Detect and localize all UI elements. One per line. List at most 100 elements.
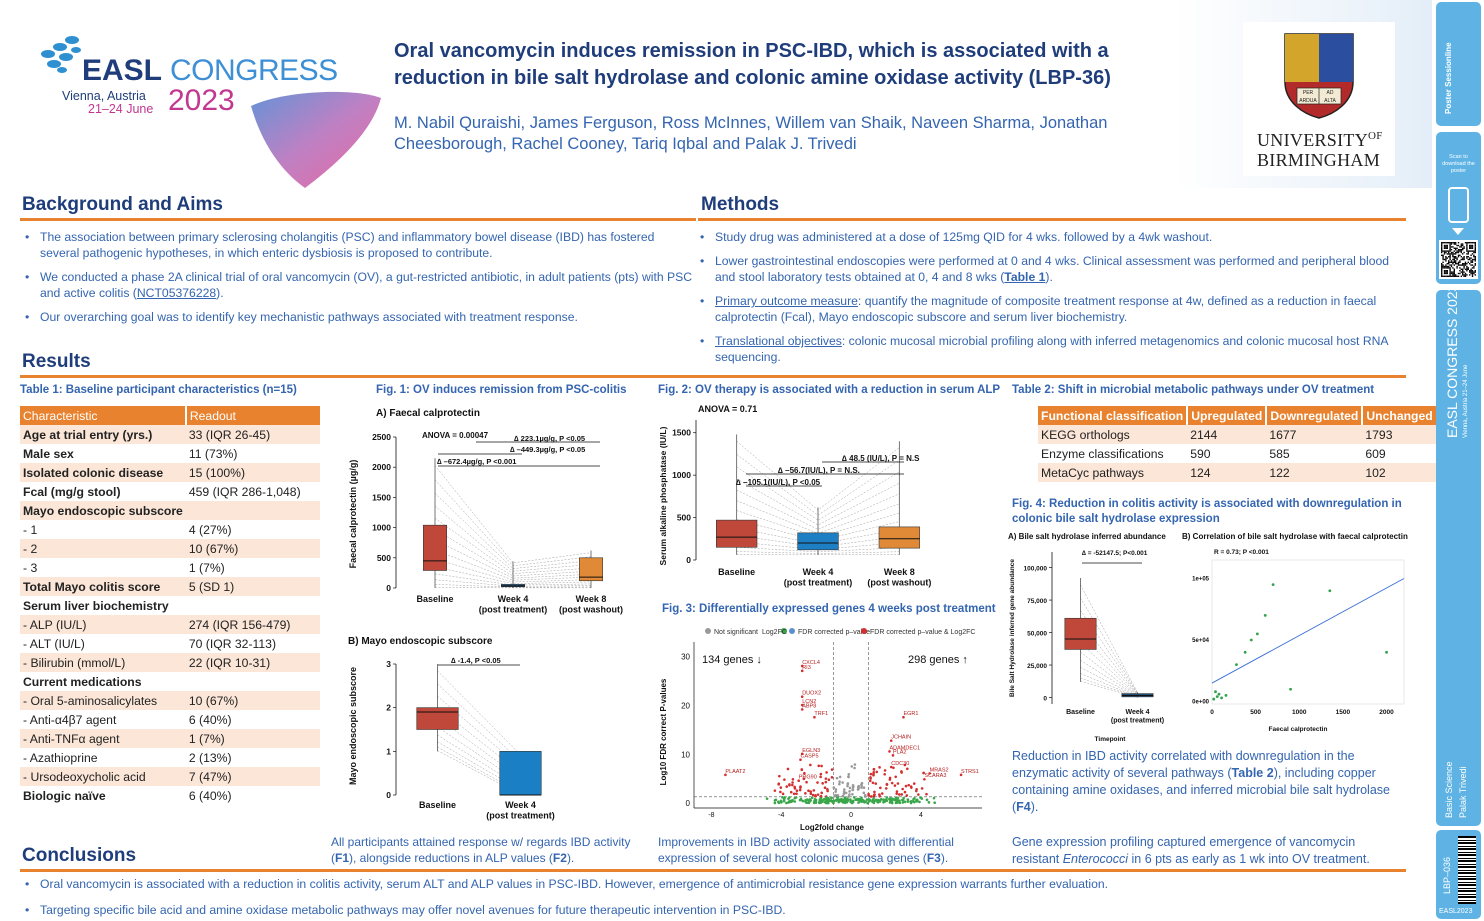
qr-module bbox=[1441, 265, 1443, 268]
fig1-caption-ref2: F2 bbox=[552, 851, 567, 865]
gene-label: LCN2 bbox=[802, 699, 816, 705]
table1-link[interactable]: Table 1 bbox=[1004, 270, 1046, 284]
qr-module bbox=[1450, 260, 1453, 262]
y-tick-label: 0 bbox=[686, 555, 691, 565]
qr-module bbox=[1445, 265, 1447, 268]
fig3-down-count: 134 genes ↓ bbox=[702, 654, 762, 666]
gene-point bbox=[805, 780, 808, 784]
gene-point bbox=[872, 793, 876, 797]
qr-module bbox=[1470, 272, 1472, 275]
gene-point bbox=[791, 777, 795, 781]
subject-line bbox=[434, 465, 592, 564]
qr-module bbox=[1474, 251, 1476, 254]
logo-city: Vienna, Austria bbox=[62, 89, 146, 103]
qr-module bbox=[1459, 250, 1461, 252]
gene-point bbox=[892, 766, 895, 770]
qr-module bbox=[1470, 242, 1472, 244]
qr-module bbox=[1452, 274, 1454, 276]
qr-module bbox=[1470, 246, 1472, 248]
gene-point bbox=[835, 776, 839, 780]
qr-module bbox=[1452, 246, 1454, 248]
y-tick-label: 2 bbox=[386, 703, 391, 713]
table2-body: KEGG orthologs 2144 1677 1793 Enzyme classif… bbox=[1038, 425, 1436, 482]
legend-fdr: FDR corrected p–value bbox=[798, 629, 870, 636]
methods-text-2-end: ). bbox=[1045, 270, 1053, 284]
data-point bbox=[1235, 663, 1238, 667]
qr-module bbox=[1441, 254, 1443, 256]
gene-label: RI3 bbox=[802, 665, 811, 671]
table-row: - Ursodeoxycholic acid 7 (47%) bbox=[20, 767, 320, 786]
qr-module bbox=[1467, 250, 1469, 252]
qr-module bbox=[1449, 250, 1451, 252]
qr-module bbox=[1474, 260, 1476, 262]
table1-cell-characteristic: - ALT (IU/L) bbox=[20, 634, 186, 653]
y-tick-label: 1500 bbox=[672, 428, 691, 438]
gene-point bbox=[853, 766, 856, 770]
gene-label: EGLN3 bbox=[802, 748, 820, 754]
conclusions-list: Oral vancomycin is associated with a red… bbox=[22, 876, 1412, 921]
fig23-caption-ref: F3 bbox=[926, 851, 941, 865]
gene-point bbox=[876, 800, 879, 804]
gene-point bbox=[819, 794, 823, 798]
gene-point bbox=[932, 796, 936, 800]
qr-module bbox=[1463, 256, 1465, 258]
legend-fc: Log2FC bbox=[762, 629, 787, 636]
qr-module bbox=[1456, 257, 1458, 259]
qr-module bbox=[1473, 256, 1475, 258]
y-tick-label: 2000 bbox=[372, 462, 391, 472]
methods-rule bbox=[698, 218, 1406, 221]
gene-point bbox=[890, 781, 894, 785]
qr-module bbox=[1463, 247, 1465, 249]
qr-module bbox=[1446, 247, 1448, 249]
qr-module bbox=[1456, 275, 1458, 277]
qr-module bbox=[1448, 263, 1450, 265]
translational-link[interactable]: Translational objectives bbox=[715, 334, 842, 348]
qr-module bbox=[1448, 275, 1450, 277]
gene-point bbox=[893, 784, 897, 787]
data-point bbox=[1249, 638, 1253, 642]
qr-module bbox=[1445, 272, 1447, 275]
uni-line-2: BIRMINGHAM bbox=[1257, 150, 1381, 170]
qr-module bbox=[1462, 244, 1464, 247]
qr-module bbox=[1474, 271, 1476, 273]
table1-cell-characteristic: Current medications bbox=[20, 672, 186, 691]
gene-point bbox=[878, 766, 881, 769]
fig2-plot: 0 500 1000 1500 Baseline Week 4(post treatmen… bbox=[672, 420, 931, 588]
qr-module bbox=[1452, 261, 1454, 263]
qr-module bbox=[1466, 263, 1468, 265]
qr-module bbox=[1456, 244, 1458, 247]
gene-point bbox=[825, 771, 828, 774]
qr-module bbox=[1442, 254, 1444, 256]
table1-cell-characteristic: - 2 bbox=[20, 539, 186, 558]
x-tick-label: Week 4 bbox=[505, 800, 536, 810]
gene-point bbox=[882, 798, 885, 801]
crest-text-1: PER bbox=[1303, 90, 1314, 96]
qr-module bbox=[1445, 251, 1447, 254]
primary-outcome-link[interactable]: Primary outcome measure bbox=[715, 294, 858, 308]
sidebar-brand[interactable]: Poster Sessionline bbox=[1436, 2, 1481, 126]
gene-point bbox=[787, 797, 790, 801]
fig4-caption-2-end: in 6 pts as early as 1 wk into OV treatm… bbox=[1128, 852, 1370, 866]
trial-link[interactable]: NCT05376228 bbox=[136, 286, 217, 300]
gene-point-labelled bbox=[800, 703, 804, 707]
gene-point bbox=[864, 800, 867, 803]
scan-text: Scan to download the poster bbox=[1442, 154, 1475, 174]
background-item-1: The association between primary sclerosi… bbox=[22, 229, 694, 261]
gene-point-labelled bbox=[800, 669, 804, 673]
uni-of: OF bbox=[1368, 130, 1383, 142]
fig4b-annotation: R = 0.73; P <0.001 bbox=[1214, 549, 1269, 556]
qr-module bbox=[1471, 242, 1474, 244]
gene-point bbox=[903, 763, 907, 767]
qr-module bbox=[1464, 275, 1467, 277]
qr-module bbox=[1460, 256, 1462, 258]
qr-module bbox=[1467, 268, 1469, 270]
background-text-1: The association between primary sclerosi… bbox=[40, 230, 655, 260]
qr-module bbox=[1445, 246, 1447, 248]
qr-module bbox=[1469, 258, 1471, 261]
qr-module bbox=[1462, 249, 1464, 251]
gene-point-labelled bbox=[889, 739, 893, 742]
sidebar-download[interactable]: Scan to download the poster bbox=[1436, 132, 1481, 284]
gene-point bbox=[830, 776, 834, 779]
brand-text: Poster Sessionline bbox=[1444, 42, 1453, 114]
